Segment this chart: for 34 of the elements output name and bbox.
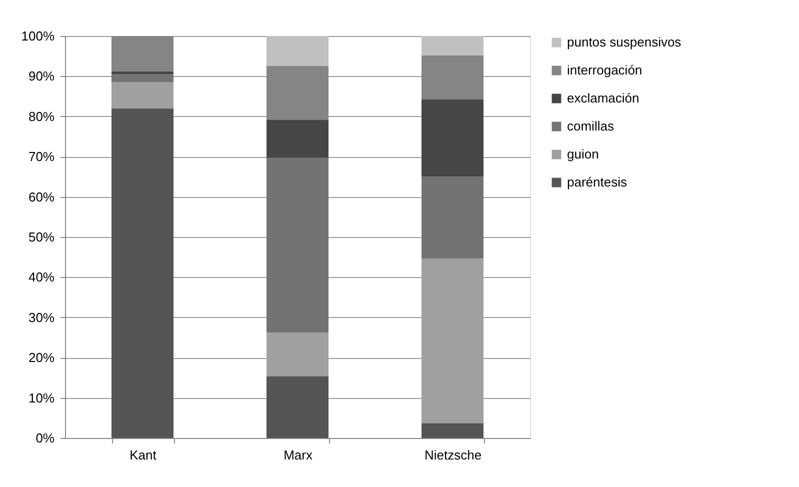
- x-tick-label: Marx: [284, 448, 313, 462]
- bar: [422, 100, 484, 177]
- bar: [422, 176, 484, 259]
- legend-label: guion: [567, 146, 599, 162]
- legend-label: exclamación: [567, 90, 640, 106]
- y-tick-label: 70%: [28, 149, 55, 164]
- y-tick-label: 20%: [28, 350, 55, 366]
- legend-label: puntos suspensivos: [567, 34, 682, 50]
- legend-label: interrogación: [567, 62, 642, 78]
- bar: [266, 66, 328, 120]
- y-tick-label: 80%: [28, 108, 55, 124]
- y-tick-label: 50%: [28, 230, 55, 244]
- x-tick-label: Kant: [130, 448, 157, 462]
- y-tick-label: 30%: [28, 310, 55, 325]
- y-tick-label: 60%: [28, 189, 55, 204]
- y-tick-label: 0%: [36, 430, 55, 446]
- bar: [422, 55, 484, 100]
- bar: [266, 36, 328, 66]
- bar: [266, 376, 328, 438]
- y-tick-label: 10%: [28, 390, 55, 406]
- y-tick-label: 100%: [21, 28, 55, 44]
- y-tick-label: 90%: [28, 68, 55, 84]
- bar: [422, 423, 484, 438]
- bar: [112, 36, 174, 72]
- bar: [112, 108, 174, 438]
- bar: [266, 158, 328, 333]
- bar: [266, 120, 328, 158]
- legend-label: comillas: [567, 118, 614, 134]
- legend-label: paréntesis: [567, 174, 628, 190]
- bar: [112, 82, 174, 108]
- bar: [422, 36, 484, 56]
- y-tick-label: 40%: [28, 270, 55, 285]
- bar: [112, 74, 174, 82]
- x-tick-label: Nietzsche: [424, 448, 482, 462]
